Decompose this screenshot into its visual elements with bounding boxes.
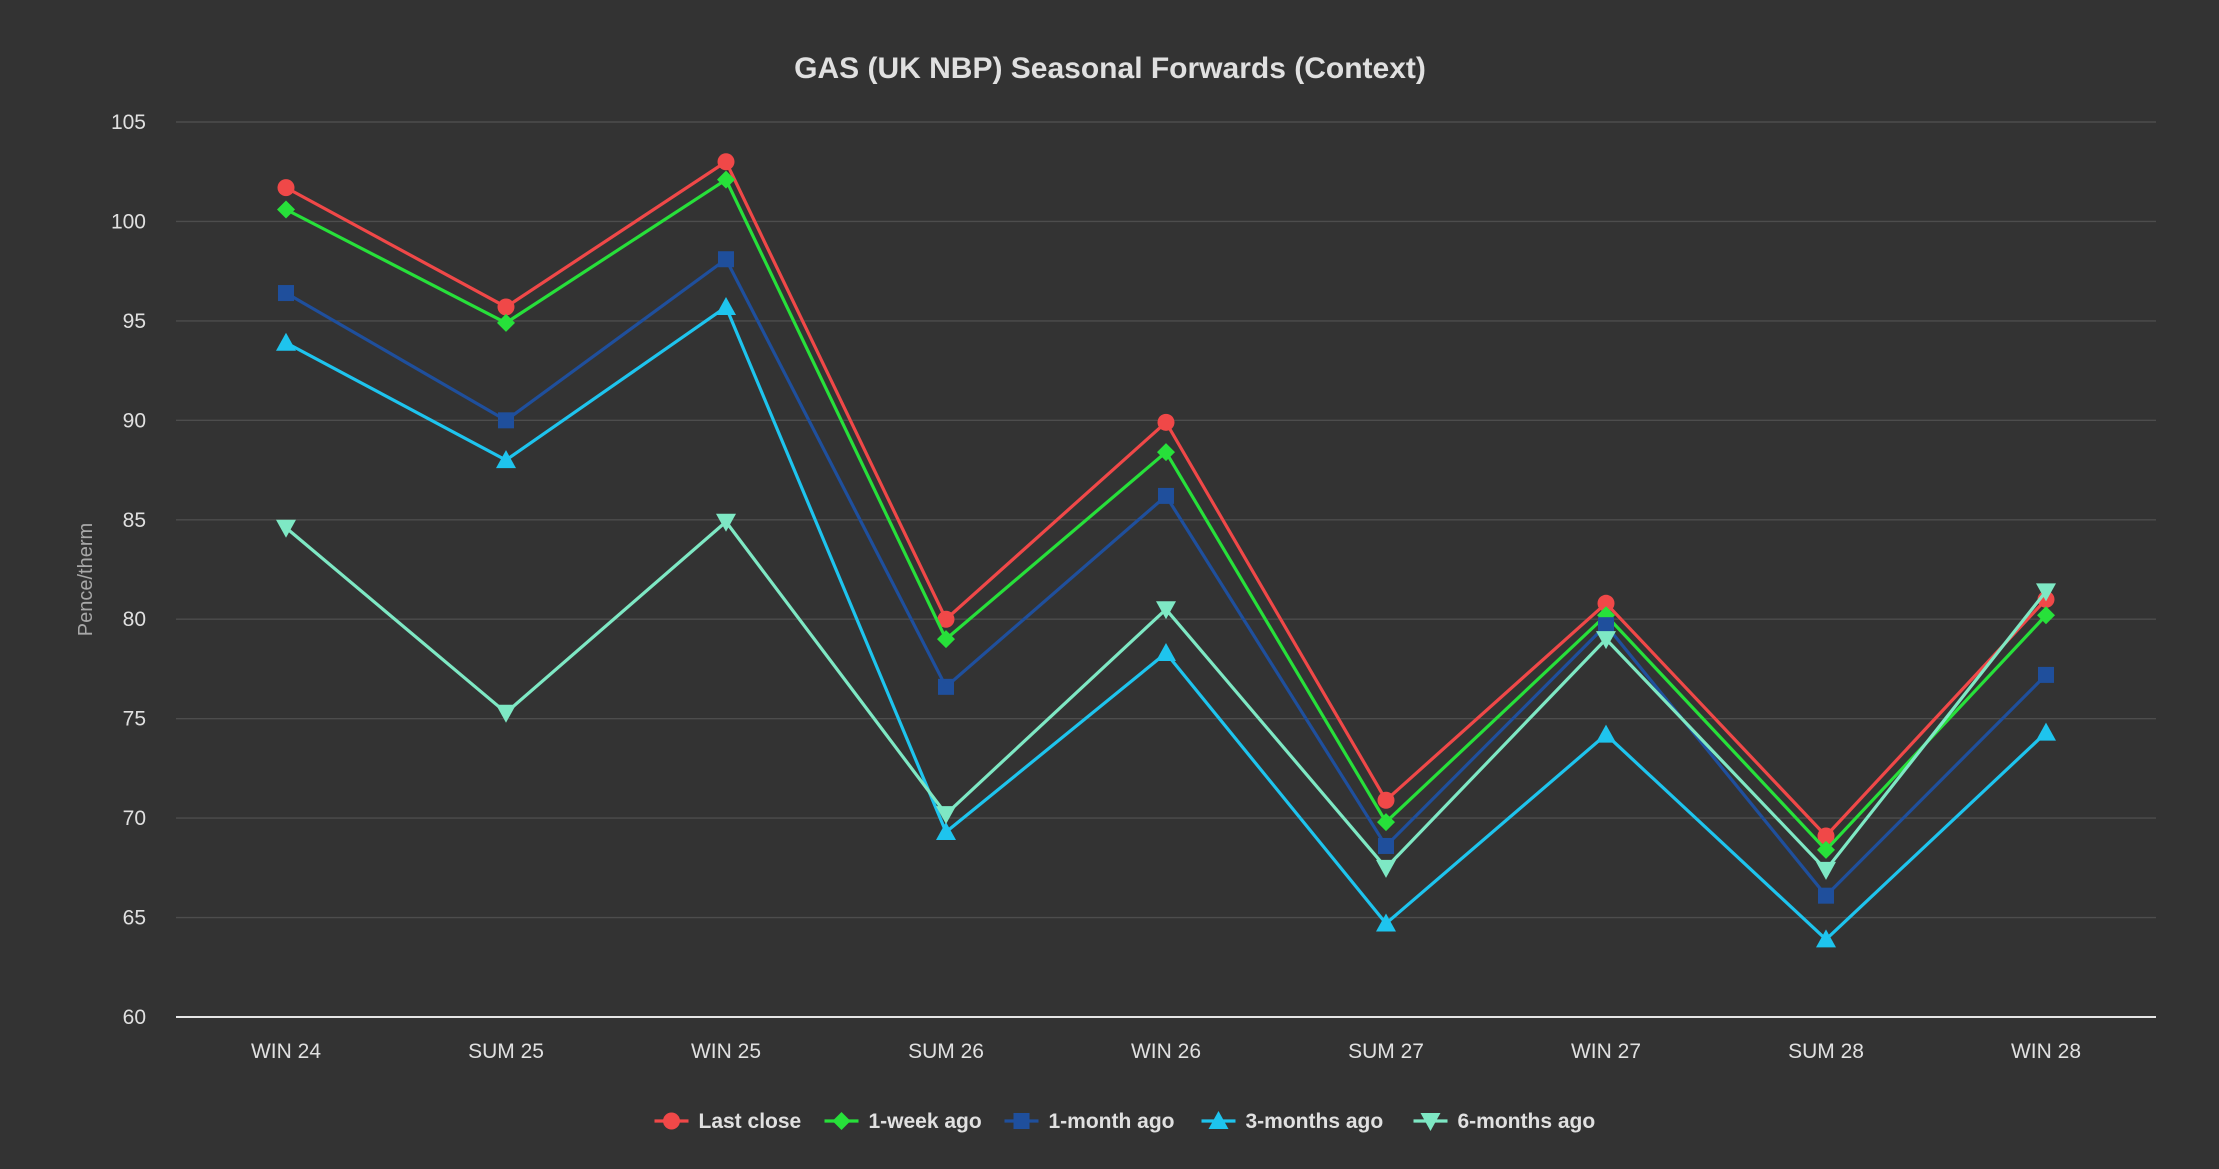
x-tick-label: WIN 27 — [1571, 1040, 1641, 1063]
data-point-3-months-ago — [2036, 722, 2056, 741]
data-point-1-month-ago — [1598, 617, 1614, 634]
y-tick-label: 70 — [123, 807, 146, 830]
data-point-6-months-ago — [496, 704, 516, 723]
data-point-last-close — [1377, 791, 1395, 809]
data-point-1-week-ago — [1377, 813, 1395, 832]
legend-label: 1-week ago — [869, 1110, 982, 1133]
data-point-6-months-ago — [2036, 583, 2056, 602]
data-point-last-close — [1817, 827, 1835, 845]
x-tick-label: WIN 25 — [691, 1040, 761, 1063]
data-point-1-month-ago — [938, 678, 954, 695]
legend-label: Last close — [699, 1110, 802, 1133]
data-point-3-months-ago — [1156, 643, 1176, 662]
data-point-1-month-ago — [2038, 666, 2054, 683]
data-point-1-month-ago — [278, 285, 294, 302]
data-point-1-week-ago — [2037, 606, 2055, 625]
x-tick-label: WIN 26 — [1131, 1040, 1201, 1063]
legend-item-1-week-ago[interactable]: 1-week ago — [824, 1110, 982, 1133]
data-point-last-close — [1157, 413, 1175, 431]
data-point-1-month-ago — [1158, 487, 1174, 504]
x-tick-label: SUM 26 — [908, 1040, 984, 1063]
data-point-6-months-ago — [1596, 631, 1616, 650]
series-group — [276, 153, 2056, 948]
data-point-last-close — [1597, 594, 1615, 612]
data-point-3-months-ago — [1816, 929, 1836, 948]
data-point-1-week-ago — [717, 170, 735, 189]
x-tick-label: SUM 27 — [1348, 1040, 1424, 1063]
legend-label: 3-months ago — [1246, 1110, 1384, 1133]
data-point-1-week-ago — [277, 200, 295, 219]
x-tick-label: WIN 28 — [2011, 1040, 2081, 1063]
data-point-last-close — [937, 610, 955, 628]
legend-marker-1-week-ago — [832, 1112, 851, 1130]
data-point-1-week-ago — [1157, 443, 1175, 462]
data-point-6-months-ago — [1376, 859, 1396, 878]
y-tick-label: 60 — [123, 1006, 146, 1029]
y-tick-label: 75 — [123, 708, 146, 731]
legend-marker-1-month-ago — [1013, 1113, 1030, 1129]
series-3-months-ago — [276, 296, 2056, 948]
y-tick-label: 100 — [111, 210, 146, 233]
data-point-1-month-ago — [1818, 887, 1834, 904]
legend-item-last-close[interactable]: Last close — [654, 1110, 802, 1133]
data-point-1-week-ago — [497, 313, 515, 332]
legend[interactable]: Last close 1-week ago 1-month ago 3-months … — [654, 1110, 1596, 1133]
chart-title: GAS (UK NBP) Seasonal Forwards (Context) — [794, 52, 1426, 85]
x-tick-label: SUM 28 — [1788, 1040, 1864, 1063]
data-point-last-close — [277, 179, 295, 197]
data-point-6-months-ago — [276, 519, 296, 538]
x-tick-label: SUM 25 — [468, 1040, 544, 1063]
legend-marker-last-close — [663, 1112, 680, 1130]
series-6-months-ago — [276, 513, 2056, 880]
data-point-3-months-ago — [716, 296, 736, 315]
y-axis-label: Pence/therm — [75, 523, 97, 636]
data-point-1-week-ago — [1817, 840, 1835, 859]
data-point-1-week-ago — [937, 630, 955, 649]
data-point-3-months-ago — [1376, 913, 1396, 932]
x-axis-ticks: WIN 24 SUM 25 WIN 25 SUM 26 WIN 26 SUM 27 WIN … — [251, 1040, 2081, 1063]
data-point-last-close — [497, 298, 515, 316]
data-point-1-month-ago — [498, 412, 514, 429]
series-1-month-ago — [278, 251, 2054, 904]
legend-marker-3-months-ago — [1208, 1111, 1229, 1129]
y-tick-label: 85 — [123, 509, 146, 532]
data-point-3-months-ago — [276, 332, 296, 351]
data-point-3-months-ago — [1596, 724, 1616, 743]
y-tick-label: 90 — [123, 409, 146, 432]
data-point-6-months-ago — [716, 513, 736, 532]
series-1-week-ago — [277, 170, 2055, 859]
legend-marker-6-months-ago — [1420, 1113, 1441, 1131]
x-tick-label: WIN 24 — [251, 1040, 321, 1063]
data-point-last-close — [717, 153, 735, 171]
data-point-6-months-ago — [1156, 601, 1176, 620]
data-point-1-month-ago — [718, 251, 734, 268]
data-point-3-months-ago — [936, 822, 956, 841]
data-point-6-months-ago — [936, 806, 956, 825]
legend-item-3-months-ago[interactable]: 3-months ago — [1201, 1110, 1384, 1133]
legend-label: 1-month ago — [1049, 1110, 1175, 1133]
series-last-close — [277, 153, 2055, 845]
data-point-1-month-ago — [1378, 837, 1394, 854]
y-axis-ticks: 60 65 70 75 80 85 90 95 100 105 — [111, 111, 146, 1029]
y-tick-label: 95 — [123, 310, 146, 333]
legend-item-6-months-ago[interactable]: 6-months ago — [1413, 1110, 1596, 1133]
y-tick-label: 80 — [123, 608, 146, 631]
y-tick-label: 105 — [111, 111, 146, 134]
y-tick-label: 65 — [123, 907, 146, 930]
legend-item-1-month-ago[interactable]: 1-month ago — [1004, 1110, 1175, 1133]
legend-label: 6-months ago — [1458, 1110, 1596, 1133]
data-point-3-months-ago — [496, 450, 516, 469]
data-point-6-months-ago — [1816, 861, 1836, 880]
